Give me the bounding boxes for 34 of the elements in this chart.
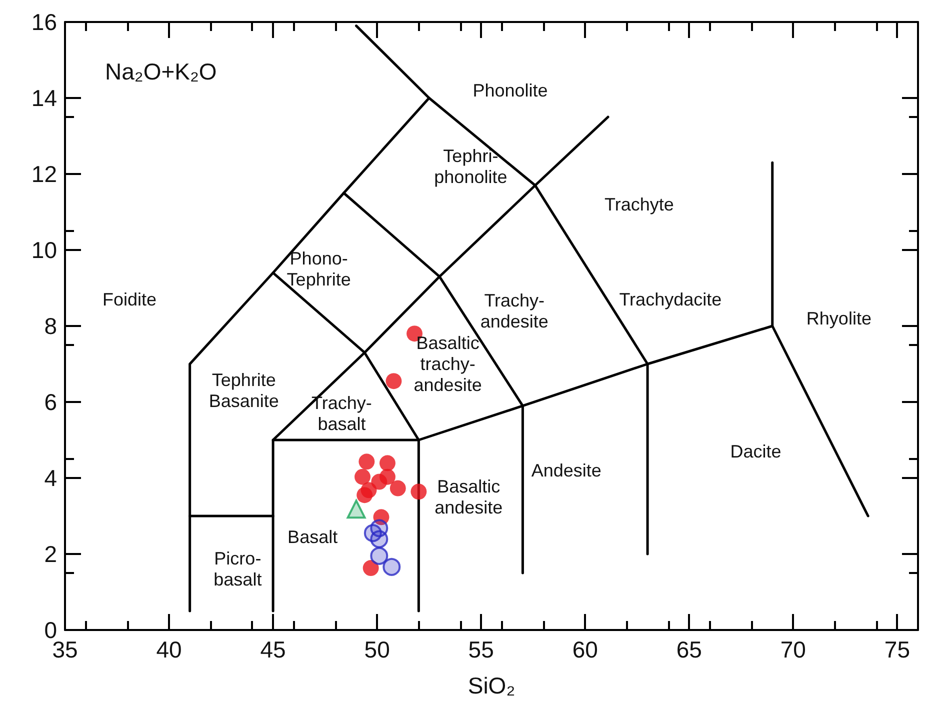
annotation: Picro- basalt bbox=[214, 548, 262, 590]
annotation: Dacite bbox=[730, 441, 782, 462]
annotation: Trachydacite bbox=[619, 289, 722, 310]
y-tick-label: 14 bbox=[31, 85, 58, 111]
x-tick-label: 50 bbox=[364, 636, 390, 662]
y-tick-label: 10 bbox=[31, 237, 57, 263]
x-tick-label: 55 bbox=[468, 636, 494, 662]
annotation: Tephri- phonolite bbox=[434, 146, 508, 187]
y-tick-label: 6 bbox=[44, 389, 57, 415]
annotation: Basalt bbox=[288, 526, 338, 547]
annotation: Foidite bbox=[102, 289, 157, 310]
y-tick-label: 8 bbox=[44, 313, 57, 339]
annotation: Basaltic andesite bbox=[434, 476, 503, 518]
x-tick-label: 45 bbox=[260, 636, 286, 662]
annotation: Trachy- basalt bbox=[312, 392, 372, 434]
annotation: Phono- Tephrite bbox=[286, 248, 351, 290]
x-tick-label: 75 bbox=[884, 636, 910, 662]
annotation: Tephrite Basanite bbox=[208, 370, 279, 412]
annotation: Trachy- andesite bbox=[480, 290, 548, 332]
annotation: Phonolite bbox=[472, 80, 548, 100]
annotation: Andesite bbox=[531, 460, 602, 480]
y-tick-label: 12 bbox=[31, 161, 57, 187]
y-tick-label: 4 bbox=[44, 465, 58, 491]
x-tick-label: 65 bbox=[676, 636, 702, 662]
annotation: Basaltic trachy- andesite bbox=[414, 333, 482, 395]
y-tick-label: 2 bbox=[44, 541, 57, 567]
y-tick-label: 16 bbox=[31, 9, 57, 35]
annotation: Rhyolite bbox=[806, 308, 872, 328]
y-axis-title: Na₂O+K₂O bbox=[105, 58, 217, 84]
x-tick-label: 70 bbox=[780, 636, 806, 662]
x-tick-label: 40 bbox=[156, 636, 182, 662]
x-tick-label: 60 bbox=[572, 636, 598, 662]
x-axis-title: SiO₂ bbox=[468, 672, 516, 698]
annotation: Trachyte bbox=[604, 194, 674, 214]
